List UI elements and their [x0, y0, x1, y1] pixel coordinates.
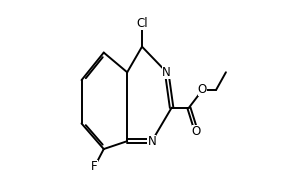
- Text: N: N: [162, 66, 171, 79]
- Text: O: O: [192, 125, 201, 138]
- Text: N: N: [147, 135, 156, 148]
- Text: O: O: [198, 83, 207, 96]
- Text: F: F: [91, 160, 98, 173]
- Text: Cl: Cl: [136, 17, 148, 30]
